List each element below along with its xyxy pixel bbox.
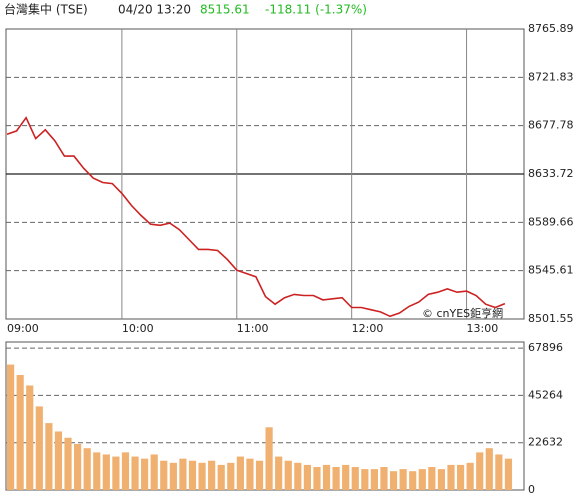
last-price: 8515.61 bbox=[200, 3, 250, 17]
volume-bar bbox=[351, 467, 359, 490]
volume-bar bbox=[399, 469, 407, 490]
volume-bar bbox=[7, 364, 15, 490]
volume-bar bbox=[342, 464, 350, 490]
volume-bar bbox=[485, 448, 493, 490]
volume-bar bbox=[332, 467, 340, 490]
y-tick-label: 8501.55 bbox=[528, 312, 574, 325]
volume-bar bbox=[188, 460, 197, 490]
volume-bar bbox=[380, 467, 388, 490]
volume-bar bbox=[476, 452, 484, 490]
volume-bar bbox=[447, 464, 455, 490]
y-tick-label: 8677.78 bbox=[528, 119, 574, 132]
volume-bar bbox=[456, 464, 465, 490]
volume-bar bbox=[83, 448, 91, 490]
volume-bar bbox=[361, 469, 369, 490]
x-tick-label: 09:00 bbox=[7, 322, 39, 335]
volume-bar bbox=[504, 458, 513, 490]
y-tick-label: 8633.72 bbox=[528, 167, 574, 180]
price-line bbox=[6, 116, 506, 318]
volume-bar bbox=[370, 469, 378, 490]
x-tick-label: 11:00 bbox=[237, 322, 269, 335]
x-tick-label: 13:00 bbox=[467, 322, 499, 335]
volume-bar bbox=[294, 462, 302, 490]
volume-bar bbox=[198, 462, 206, 490]
quote-time: 04/20 13:20 bbox=[118, 3, 191, 17]
volume-bar bbox=[466, 462, 474, 490]
watermark: © cnYES鉅亨網 bbox=[422, 306, 503, 320]
volume-bar bbox=[150, 454, 158, 490]
volume-bar bbox=[389, 471, 398, 490]
volume-bar bbox=[208, 460, 216, 490]
volume-bar bbox=[169, 462, 177, 490]
volume-bar bbox=[93, 452, 101, 490]
volume-bar bbox=[64, 437, 72, 490]
volume-bar bbox=[265, 427, 273, 490]
volume-bar bbox=[313, 467, 321, 490]
volume-bar bbox=[236, 456, 244, 490]
volume-bar bbox=[54, 431, 63, 490]
volume-bar bbox=[16, 375, 24, 490]
y-tick-label: 45264 bbox=[528, 388, 563, 401]
index-name: 台灣集中 (TSE) bbox=[4, 2, 88, 17]
x-tick-label: 12:00 bbox=[352, 322, 384, 335]
y-tick-label: 0 bbox=[528, 483, 535, 496]
volume-bar bbox=[112, 456, 120, 490]
volume-bar bbox=[322, 464, 331, 490]
volume-bar bbox=[275, 456, 283, 490]
volume-bar bbox=[284, 460, 292, 490]
y-tick-label: 8765.89 bbox=[528, 22, 574, 35]
volume-bar bbox=[45, 423, 53, 490]
volume-bar bbox=[303, 464, 311, 490]
volume-panel bbox=[5, 341, 525, 491]
volume-bar bbox=[160, 460, 168, 490]
volume-bar bbox=[246, 458, 254, 490]
volume-bar bbox=[102, 454, 110, 490]
volume-bar bbox=[74, 444, 82, 490]
volume-bar bbox=[437, 469, 446, 490]
volume-bar bbox=[418, 469, 426, 490]
volume-bar bbox=[495, 454, 503, 490]
volume-bar bbox=[409, 471, 417, 490]
volume-bar bbox=[26, 385, 34, 490]
volume-bar bbox=[131, 456, 139, 490]
x-tick-label: 10:00 bbox=[122, 322, 154, 335]
volume-bar bbox=[428, 467, 436, 490]
volume-bar bbox=[217, 464, 225, 490]
y-tick-label: 67896 bbox=[528, 341, 563, 354]
volume-bar bbox=[35, 406, 43, 490]
volume-bar bbox=[255, 460, 264, 490]
volume-bar bbox=[227, 462, 235, 490]
volume-bar bbox=[179, 458, 187, 490]
volume-bar bbox=[141, 458, 149, 490]
y-tick-label: 8721.83 bbox=[528, 70, 574, 83]
y-tick-label: 8589.66 bbox=[528, 215, 574, 228]
y-tick-label: 22632 bbox=[528, 436, 563, 449]
volume-bar bbox=[121, 452, 130, 490]
price-change: -118.11 (-1.37%) bbox=[265, 3, 367, 17]
y-tick-label: 8545.61 bbox=[528, 264, 574, 277]
